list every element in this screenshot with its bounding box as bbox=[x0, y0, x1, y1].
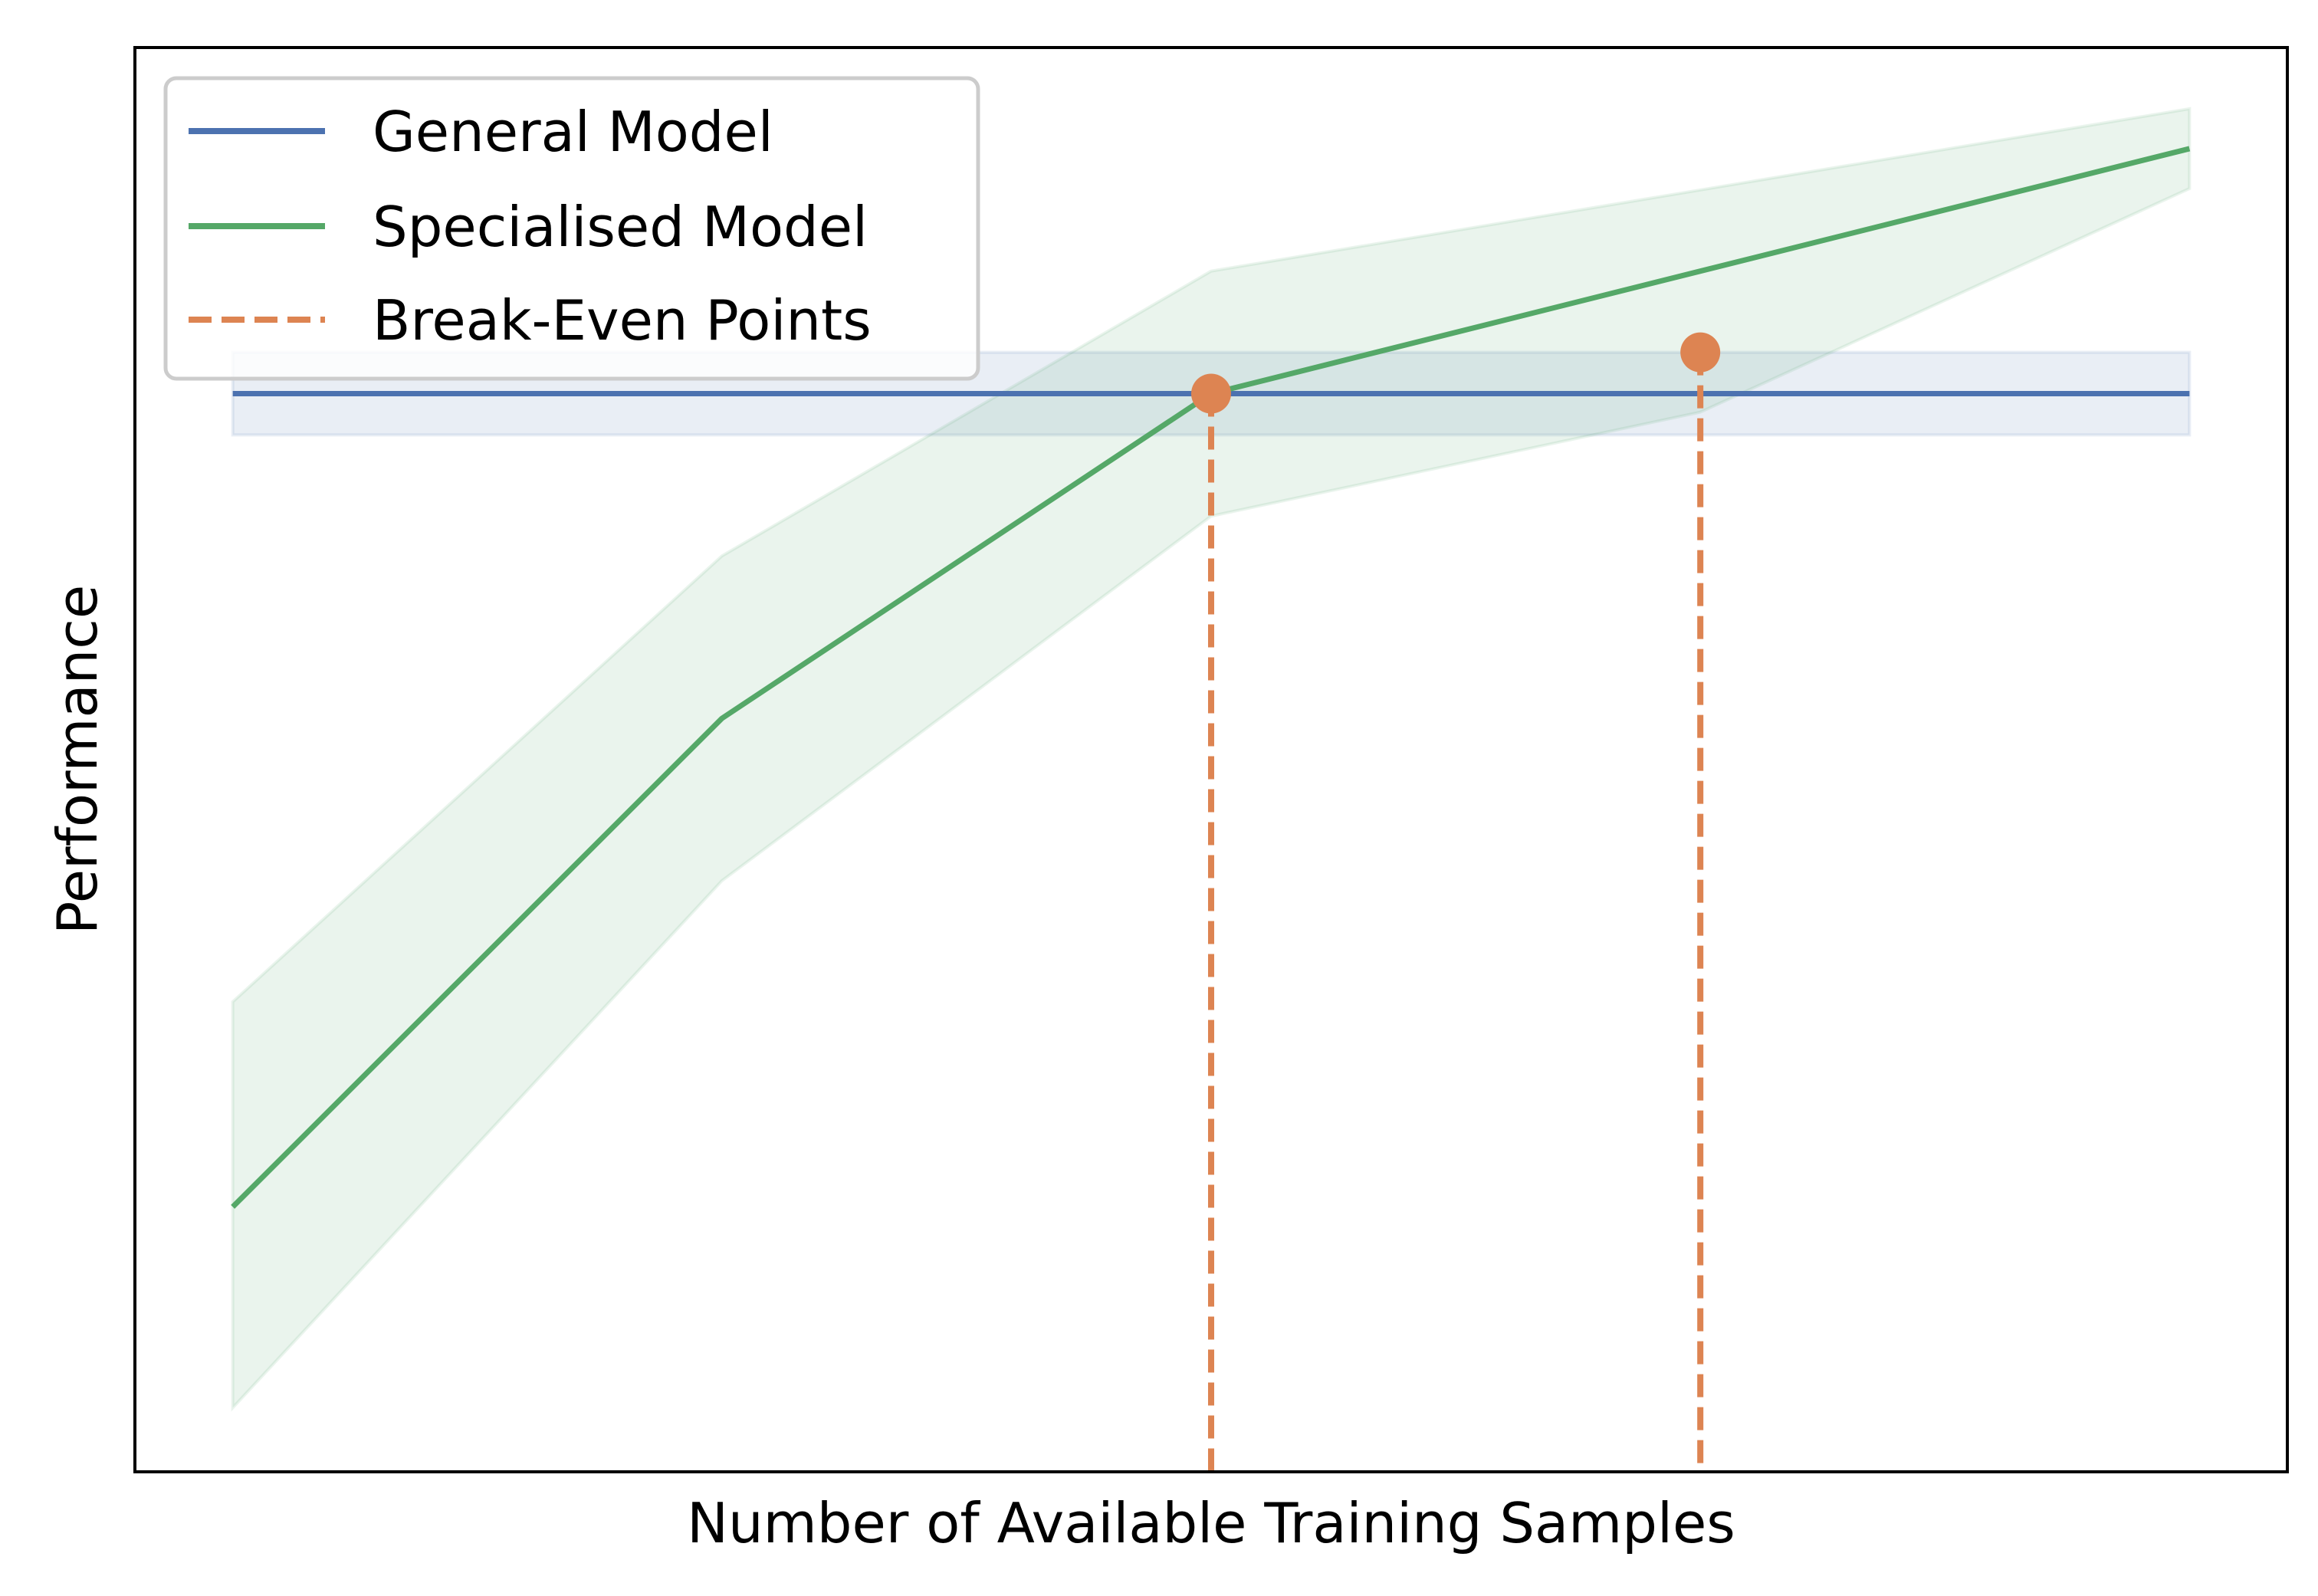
break-even-point-2 bbox=[1680, 332, 1721, 373]
x-axis-label: Number of Available Training Samples bbox=[687, 1491, 1735, 1555]
legend-entry-general-model: General Model bbox=[189, 100, 773, 164]
legend-entry-specialised-model: Specialised Model bbox=[189, 195, 868, 259]
legend-entry-break-even-points: Break-Even Points bbox=[189, 288, 872, 353]
y-axis-label: Performance bbox=[45, 585, 110, 934]
legend-label-break-even-points: Break-Even Points bbox=[373, 288, 872, 353]
break-even-point-1 bbox=[1191, 373, 1231, 414]
legend-label-specialised-model: Specialised Model bbox=[373, 195, 868, 259]
plot-area bbox=[231, 107, 2192, 1472]
axes-frame bbox=[133, 46, 2289, 1473]
legend-label-general-model: General Model bbox=[373, 100, 773, 164]
legend-box bbox=[163, 76, 980, 381]
specialised-model-confidence-band bbox=[231, 107, 2192, 1412]
legend: General Model Specialised Model Break-Ev… bbox=[163, 76, 980, 381]
